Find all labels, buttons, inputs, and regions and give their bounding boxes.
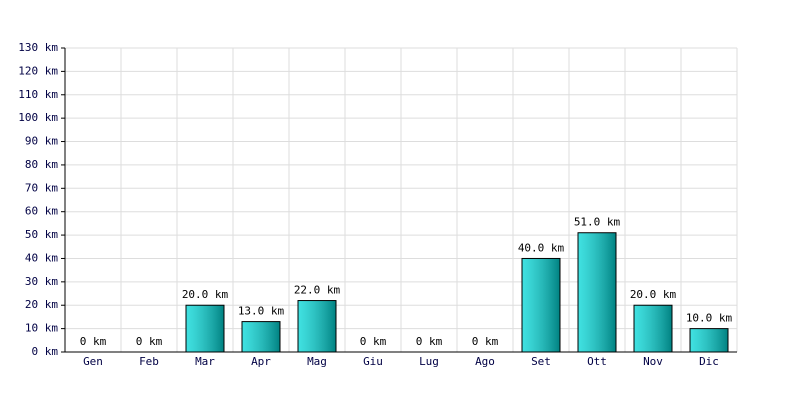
bar-shade [185, 304, 225, 353]
y-tick-label: 10 km [25, 322, 58, 335]
x-tick-label: Dic [699, 355, 719, 368]
value-label: 0 km [472, 335, 499, 348]
y-tick-label: 100 km [18, 111, 58, 124]
y-tick-label: 50 km [25, 228, 58, 241]
x-tick-label: Apr [251, 355, 271, 368]
y-tick-label: 20 km [25, 298, 58, 311]
y-tick-label: 60 km [25, 205, 58, 218]
y-tick-label: 90 km [25, 135, 58, 148]
y-tick-label: 80 km [25, 158, 58, 171]
x-tick-label: Set [531, 355, 551, 368]
y-tick-label: 120 km [18, 64, 58, 77]
value-label: 13.0 km [238, 305, 285, 318]
x-tick-label: Nov [643, 355, 663, 368]
y-tick-label: 110 km [18, 88, 58, 101]
x-tick-label: Lug [419, 355, 439, 368]
value-label: 20.0 km [182, 288, 229, 301]
value-label: 0 km [80, 335, 107, 348]
value-label: 0 km [136, 335, 163, 348]
bar-shade [297, 300, 337, 353]
x-tick-label: Ott [587, 355, 607, 368]
value-label: 20.0 km [630, 288, 677, 301]
bar-shade [521, 257, 561, 353]
bar-shade [633, 304, 673, 353]
bar-shade [577, 232, 617, 353]
x-tick-label: Mar [195, 355, 215, 368]
y-tick-label: 40 km [25, 251, 58, 264]
bar-shade [241, 321, 281, 353]
value-label: 0 km [416, 335, 443, 348]
y-tick-label: 30 km [25, 275, 58, 288]
x-tick-label: Giu [363, 355, 383, 368]
x-tick-label: Ago [475, 355, 495, 368]
value-label: 0 km [360, 335, 387, 348]
value-label: 40.0 km [518, 241, 565, 254]
x-tick-label: Gen [83, 355, 103, 368]
value-label: 10.0 km [686, 312, 733, 325]
y-tick-label: 0 km [32, 345, 59, 358]
value-label: 22.0 km [294, 284, 341, 297]
x-tick-label: Feb [139, 355, 159, 368]
bar-shade [689, 328, 729, 353]
value-label: 51.0 km [574, 216, 621, 229]
x-tick-label: Mag [307, 355, 327, 368]
y-tick-label: 130 km [18, 41, 58, 54]
y-tick-label: 70 km [25, 181, 58, 194]
